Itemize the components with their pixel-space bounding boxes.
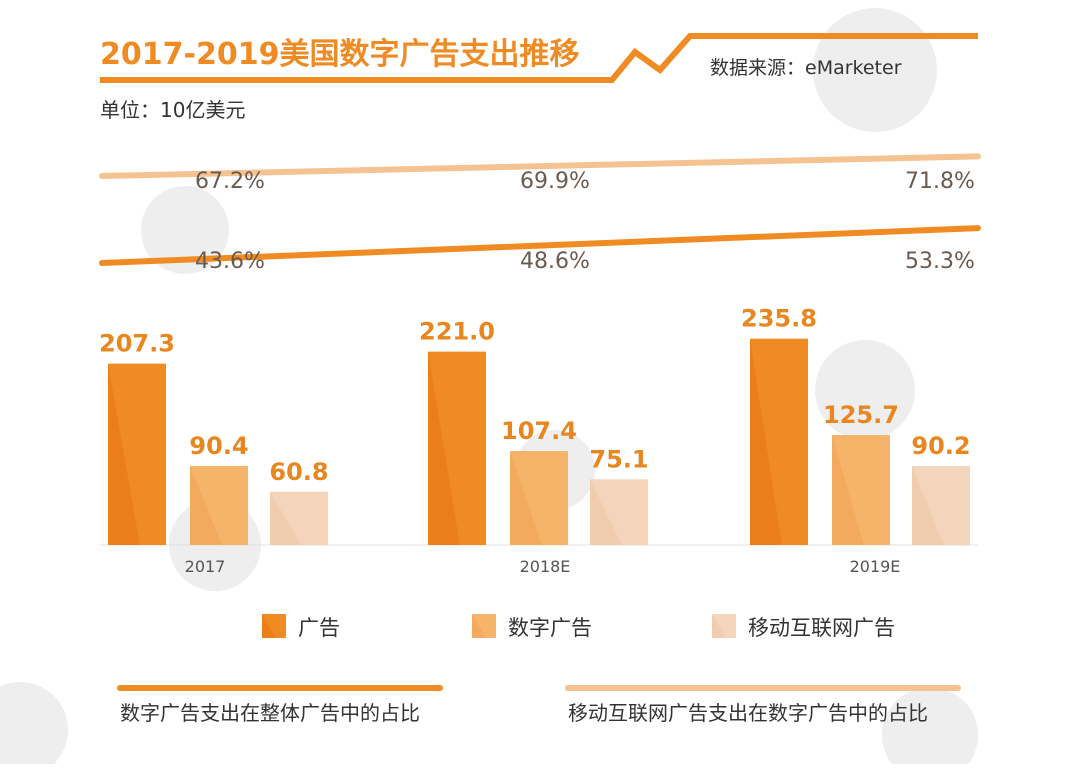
pct-line-1	[99, 225, 981, 266]
bar-label-1-0: 90.4	[189, 432, 248, 460]
bar-label-1-2: 125.7	[823, 401, 899, 429]
pct-label-1-1: 48.6%	[520, 249, 590, 274]
pct-label-1-2: 53.3%	[905, 249, 975, 274]
pct-label-0-2: 71.8%	[905, 169, 975, 194]
bar-chart: 207.3 221.0 235.8 90.4 107.4 125.7 60.8 75.1 90.…	[99, 305, 978, 576]
bottom-legend-left-label: 数字广告支出在整体广告中的占比	[120, 701, 420, 725]
x-tick-0: 2017	[185, 557, 226, 576]
legend-label-1: 数字广告	[508, 616, 592, 640]
pct-label-0-1: 69.9%	[520, 169, 590, 194]
x-tick-2: 2019E	[850, 557, 901, 576]
pct-line-0	[99, 153, 981, 179]
legend-swatch-shade-1	[472, 614, 486, 638]
bar-shade-0-1	[428, 351, 460, 545]
unit-label: 单位：10亿美元	[100, 98, 245, 122]
pct-label-1-0: 43.6%	[195, 249, 265, 274]
bar-shade-0-0	[108, 363, 140, 545]
legend-swatch-shade-2	[712, 614, 726, 638]
bar-label-2-2: 90.2	[911, 432, 970, 460]
percentage-lines: 67.2% 69.9% 71.8% 43.6% 48.6% 53.3%	[99, 153, 981, 274]
page-title: 2017-2019美国数字广告支出推移	[100, 37, 579, 72]
bar-shade-2-0	[270, 491, 302, 545]
legend-swatch-shade-0	[262, 614, 276, 638]
source-note: 数据来源：eMarketer	[710, 57, 902, 79]
bar-label-0-0: 207.3	[99, 330, 175, 358]
bar-label-2-0: 60.8	[269, 458, 328, 486]
bar-label-0-1: 221.0	[419, 318, 495, 346]
bar-label-2-1: 75.1	[589, 445, 648, 473]
header-rule	[100, 33, 978, 83]
bar-shade-1-1	[510, 451, 542, 545]
bar-shade-1-2	[832, 435, 864, 545]
bottom-legend-right-label: 移动互联网广告支出在数字广告中的占比	[568, 701, 928, 725]
x-tick-1: 2018E	[520, 557, 571, 576]
legend: 广告 数字广告 移动互联网广告	[262, 614, 895, 640]
bar-shade-2-2	[912, 466, 944, 545]
bar-shade-1-0	[190, 465, 222, 545]
bar-label-0-2: 235.8	[741, 305, 817, 333]
bar-shade-0-2	[750, 338, 782, 545]
pct-label-0-0: 67.2%	[195, 169, 265, 194]
legend-label-2: 移动互联网广告	[748, 616, 895, 640]
legend-label-0: 广告	[298, 616, 340, 640]
bar-shade-2-1	[590, 479, 622, 545]
bar-label-1-1: 107.4	[501, 417, 577, 445]
